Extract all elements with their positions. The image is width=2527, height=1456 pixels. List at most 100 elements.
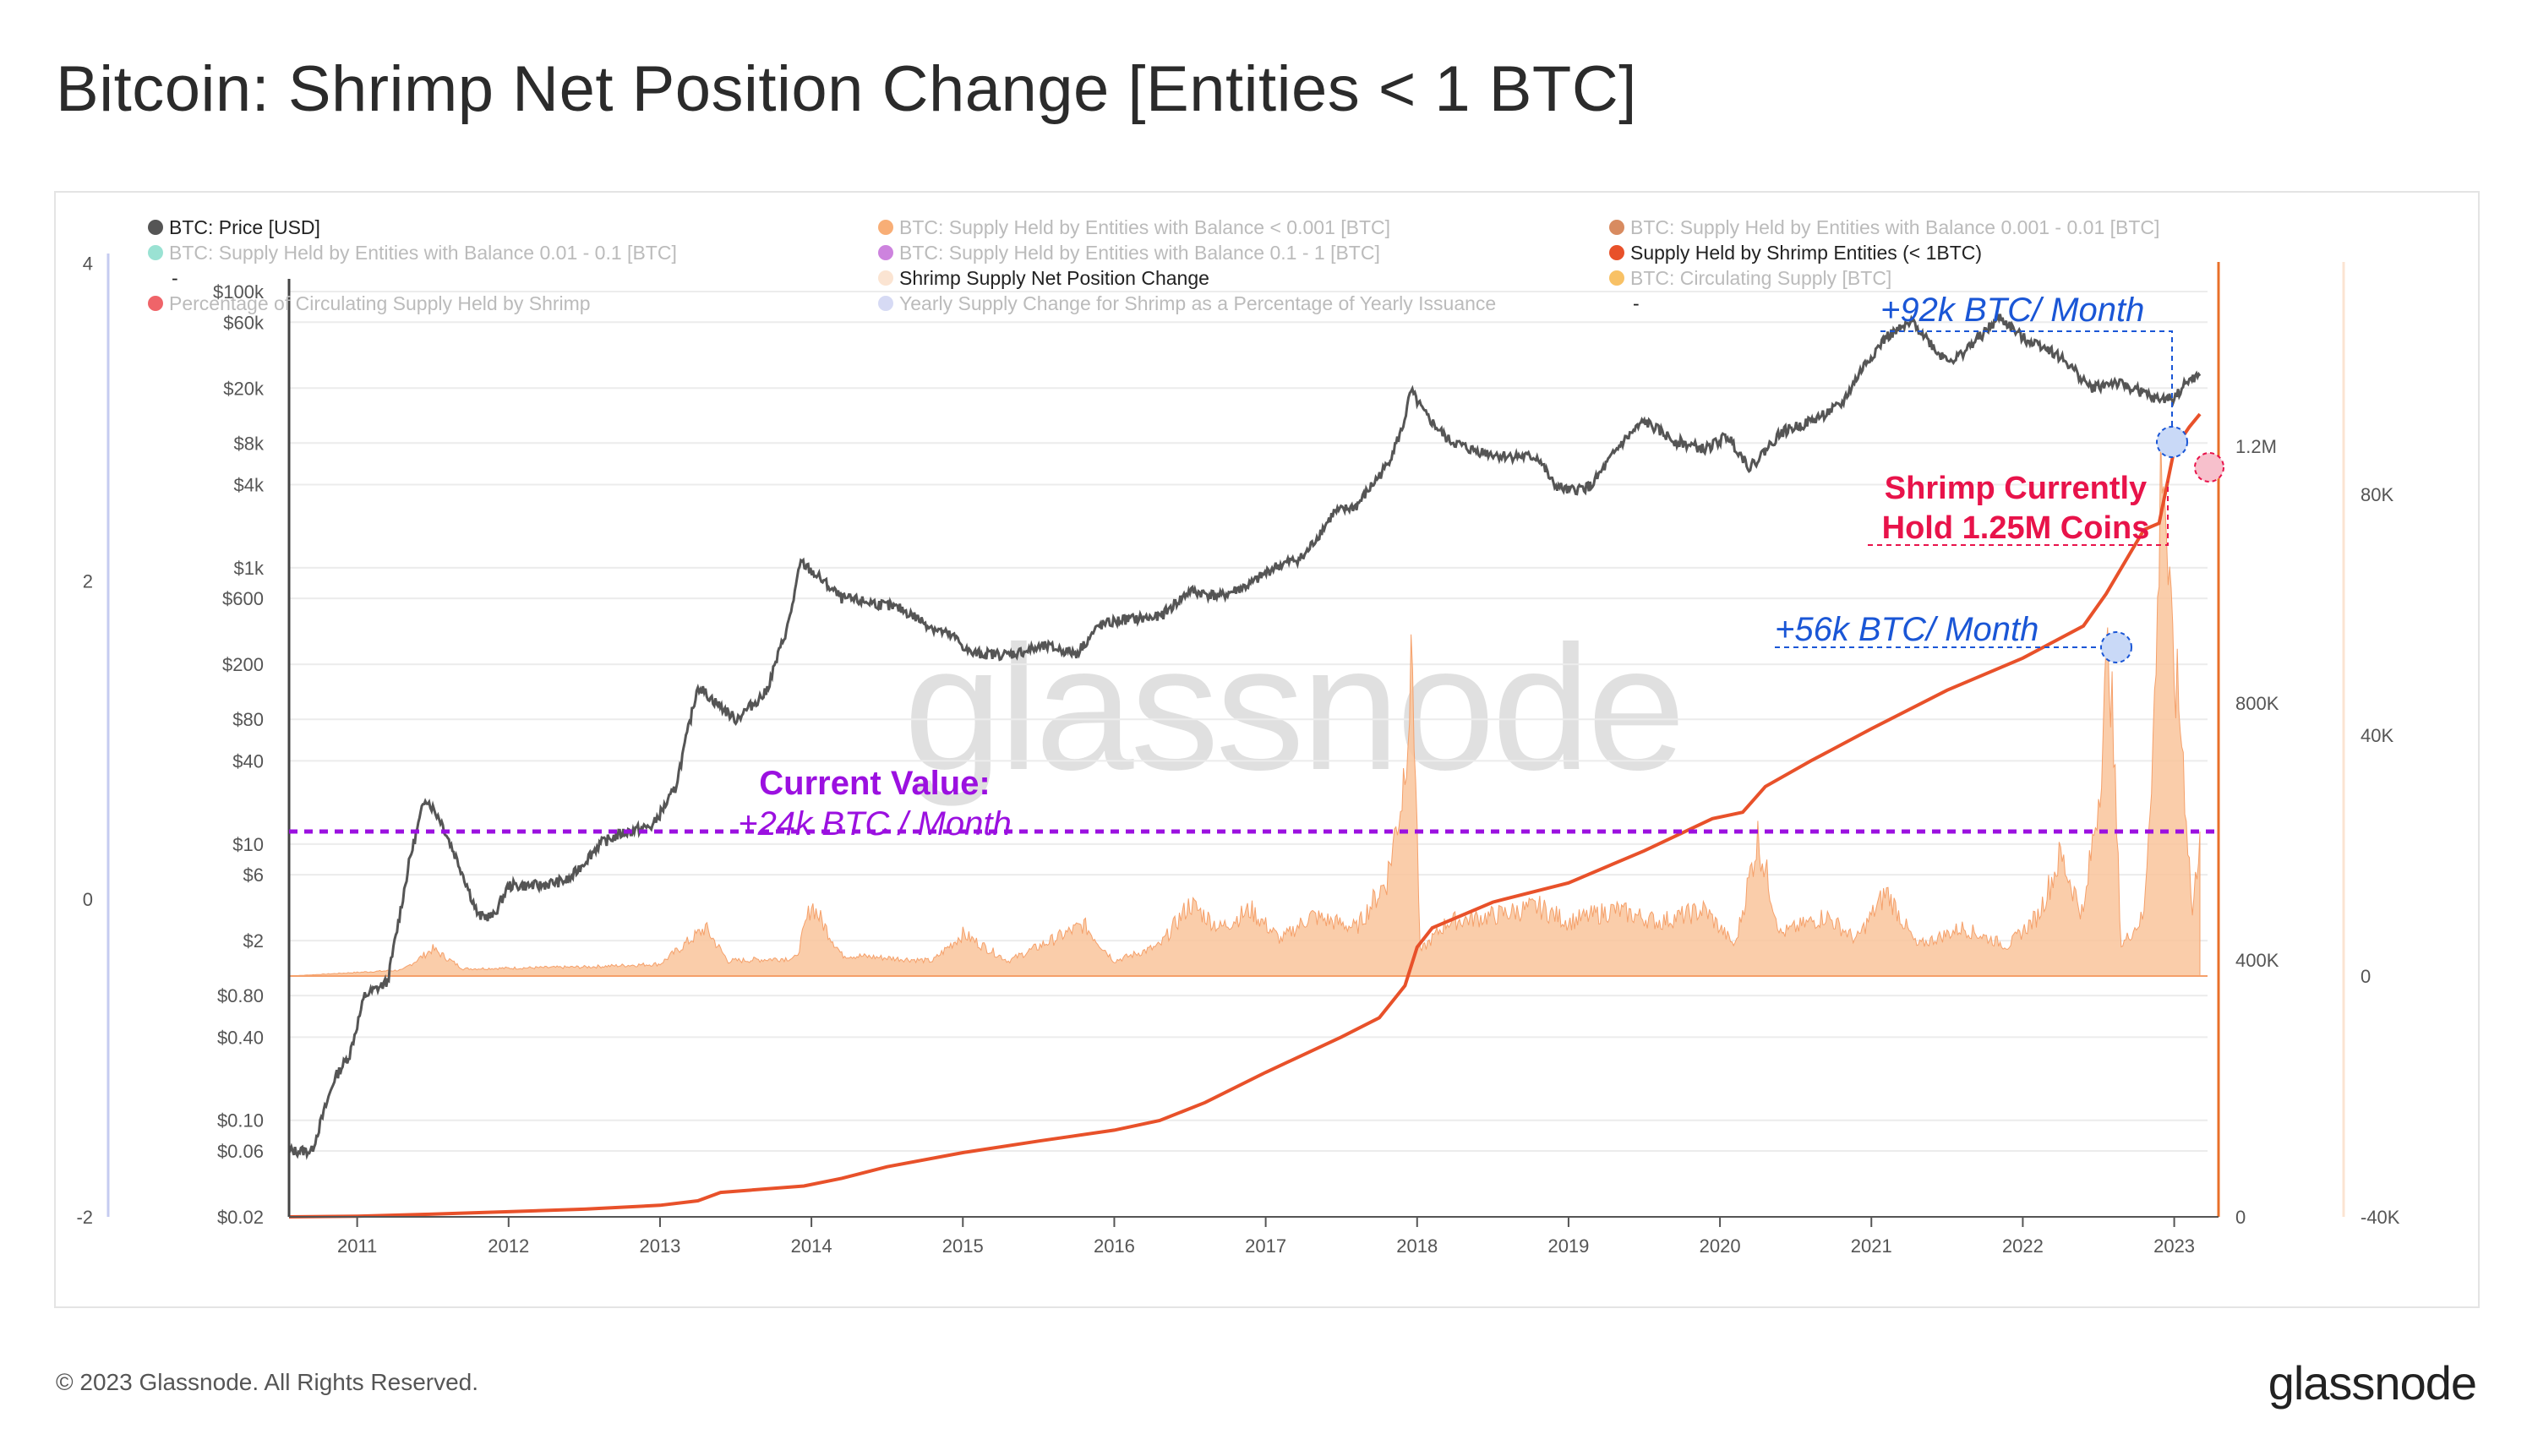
watermark-text: glassnode [903,608,1682,807]
legend-dash: - [1633,292,1640,314]
x-tick-label: 2018 [1396,1235,1438,1257]
legend-marker [1609,245,1624,260]
x-tick-label: 2011 [337,1235,377,1257]
legend-item[interactable]: Yearly Supply Change for Shrimp as a Per… [878,292,1496,314]
supply-tick-label: 800K [2235,693,2279,714]
npc-tick-label: -40K [2361,1207,2400,1228]
legend-marker [148,245,163,260]
legend-marker [148,296,163,311]
legend-marker [148,220,163,235]
page-title: Bitcoin: Shrimp Net Position Change [Ent… [56,53,1637,125]
supply-tick-label: 0 [2235,1207,2246,1228]
price-tick-label: $8k [234,433,265,454]
legend-item[interactable]: BTC: Supply Held by Entities with Balanc… [878,216,1390,238]
supply-line-path [288,412,2202,1219]
x-tick-label: 2013 [639,1235,680,1257]
legend-item[interactable]: - [172,267,178,289]
price-tick-label: $100k [213,281,265,303]
price-tick-label: $0.06 [217,1141,264,1162]
chart-axes [106,254,2345,1227]
legend-marker [1609,270,1624,286]
price-tick-label: $60k [223,312,265,333]
legend-label: BTC: Circulating Supply [BTC] [1630,267,1891,289]
copyright-text: © 2023 Glassnode. All Rights Reserved. [56,1369,479,1395]
npc-area-path [288,433,2201,977]
axis-ticks: $100k$60k$20k$8k$4k$1k$600$200$80$40$10$… [76,253,2399,1257]
price-tick-label: $4k [234,475,265,496]
price-tick-label: $6 [243,864,264,886]
legend-item[interactable]: BTC: Supply Held by Entities with Balanc… [148,242,677,264]
legend-label: BTC: Supply Held by Entities with Balanc… [1630,216,2159,238]
legend-item[interactable]: Supply Held by Shrimp Entities (< 1BTC) [1609,242,1982,264]
brand-logo-text: glassnode [2268,1356,2477,1410]
shrimp-supply-line [288,412,2202,1219]
legend-item[interactable]: Shrimp Supply Net Position Change [878,267,1209,289]
legend-label: BTC: Supply Held by Entities with Balanc… [899,242,1380,264]
price-tick-label: $0.10 [217,1110,264,1132]
price-line-path [287,311,2202,1160]
x-tick-label: 2022 [2002,1235,2044,1257]
x-tick-label: 2023 [2153,1235,2195,1257]
legend-item[interactable]: - [1633,292,1640,314]
x-tick-label: 2017 [1245,1235,1286,1257]
legend-label: BTC: Price [USD] [169,216,320,238]
supply-tick-label: 400K [2235,950,2279,971]
left-tick-label: 2 [83,571,93,592]
price-tick-label: $0.40 [217,1027,264,1048]
legend-label: Shrimp Supply Net Position Change [899,267,1209,289]
legend-marker [1609,220,1624,235]
annotation-56k-marker [2100,631,2132,663]
x-tick-label: 2019 [1547,1235,1589,1257]
x-tick-label: 2012 [488,1235,529,1257]
legend-dash: - [172,267,178,289]
x-tick-label: 2016 [1094,1235,1135,1257]
annotation-shrimp-marker [2194,452,2224,483]
annotation-current-value-title: Current Value: [759,765,990,802]
npc-tick-label: 40K [2361,725,2393,746]
legend-marker [878,220,893,235]
price-tick-label: $0.80 [217,985,264,1006]
legend-label: Yearly Supply Change for Shrimp as a Per… [899,292,1496,314]
price-tick-label: $2 [243,930,264,952]
legend-item[interactable]: BTC: Supply Held by Entities with Balanc… [878,242,1380,264]
price-tick-label: $200 [222,654,264,675]
legend-marker [878,270,893,286]
annotation-92k: +92k BTC/ Month [1880,292,2144,329]
npc-tick-label: 0 [2361,966,2371,987]
left-tick-label: 0 [83,889,93,910]
legend-item[interactable]: BTC: Price [USD] [148,216,320,238]
net-position-change-area [288,433,2208,977]
legend-item[interactable]: BTC: Supply Held by Entities with Balanc… [1609,216,2159,238]
x-tick-label: 2021 [1851,1235,1892,1257]
legend-label: BTC: Supply Held by Entities with Balanc… [169,242,677,264]
price-tick-label: $40 [232,750,264,772]
npc-tick-label: 80K [2361,484,2393,505]
price-tick-label: $20k [223,378,265,399]
price-tick-label: $600 [222,588,264,609]
annotation-shrimp-line1: Shrimp Currently [1885,471,2147,506]
supply-tick-label: 1.2M [2235,436,2277,457]
legend-label: Supply Held by Shrimp Entities (< 1BTC) [1630,242,1982,264]
x-tick-label: 2014 [791,1235,832,1257]
left-tick-label: -2 [76,1207,93,1228]
price-tick-label: $80 [232,709,264,730]
annotation-current-value: +24k BTC / Month [738,805,1011,843]
legend-marker [878,245,893,260]
annotation-shrimp-line2: Hold 1.25M Coins [1882,510,2150,546]
legend-marker [878,296,893,311]
price-tick-label: $1k [234,558,265,579]
chart-legend: BTC: Price [USD] BTC: Supply Held by Enti… [148,216,2159,314]
x-tick-label: 2020 [1700,1235,1741,1257]
price-tick-label: $0.02 [217,1207,264,1228]
legend-item[interactable]: BTC: Circulating Supply [BTC] [1609,267,1891,289]
annotation-56k: +56k BTC/ Month [1775,611,2039,648]
annotation-shrimp-leader [1868,482,2169,546]
legend-label: Percentage of Circulating Supply Held by… [169,292,591,314]
price-tick-label: $10 [232,834,264,855]
btc-price-line [287,311,2202,1160]
chart-panel [54,191,2480,1308]
legend-label: BTC: Supply Held by Entities with Balanc… [899,216,1390,238]
left-tick-label: 4 [83,253,93,274]
legend-item[interactable]: Percentage of Circulating Supply Held by… [148,292,591,314]
